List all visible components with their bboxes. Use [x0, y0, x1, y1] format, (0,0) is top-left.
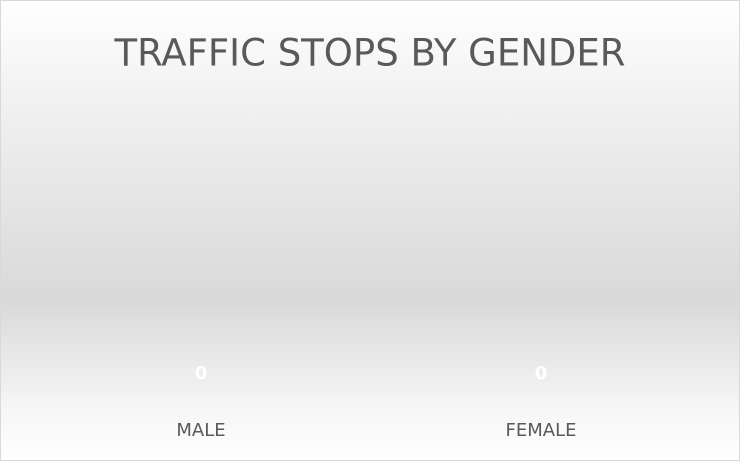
data-label: 0	[195, 363, 208, 384]
x-tick-label: FEMALE	[506, 420, 577, 441]
data-label: 0	[535, 363, 548, 384]
chart-title: TRAFFIC STOPS BY GENDER	[114, 32, 626, 75]
x-tick-label: MALE	[176, 420, 225, 441]
